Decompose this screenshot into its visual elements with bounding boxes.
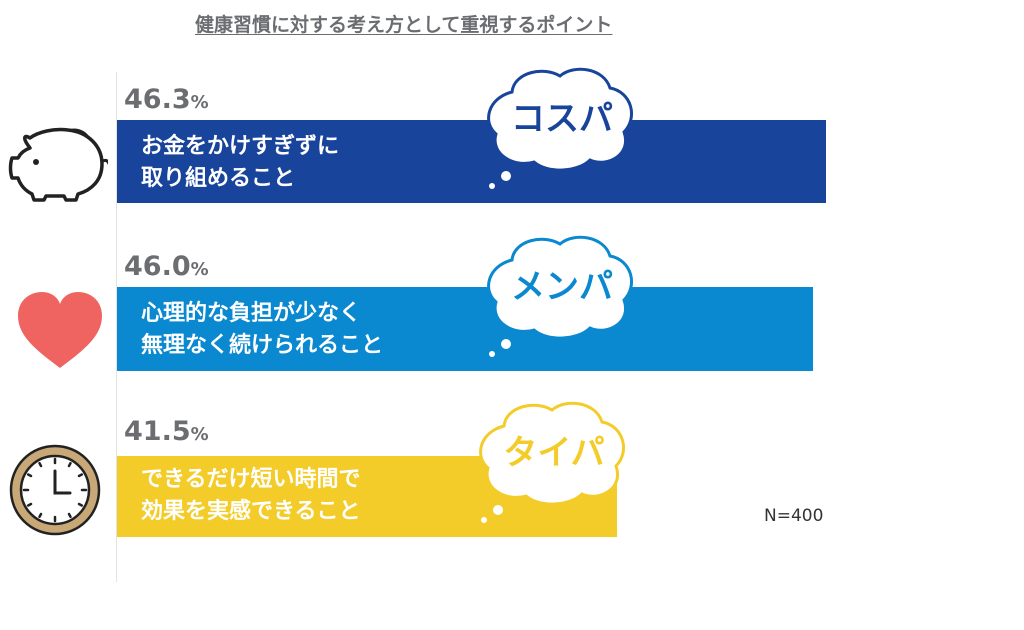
bar-cost: お金をかけすぎずに 取り組めること	[117, 120, 826, 203]
thought-bubble-time: タイパ	[474, 398, 634, 528]
bar-label: 心理的な負担が少なく 無理なく続けられること	[141, 301, 384, 358]
bubble-text: メンパ	[511, 267, 613, 307]
piggy-bank-icon	[8, 108, 111, 208]
chart-title: 健康習慣に対する考え方として重視するポイント	[195, 14, 613, 36]
heart-icon	[16, 290, 104, 374]
value-label: 41.5%	[124, 416, 209, 447]
y-axis-line	[116, 72, 117, 582]
bar-mental: 心理的な負担が少なく 無理なく続けられること	[117, 287, 813, 371]
bar-label: できるだけ短い時間で 効果を実感できること	[141, 467, 361, 524]
value-label: 46.3%	[124, 84, 209, 115]
bubble-text: タイパ	[503, 433, 605, 473]
thought-bubble-mental: メンパ	[482, 232, 642, 362]
value-label: 46.0%	[124, 251, 209, 282]
clock-icon	[8, 443, 102, 541]
bar-label: お金をかけすぎずに 取り組めること	[141, 134, 340, 191]
thought-bubble-cost: コスパ	[482, 64, 642, 194]
sample-size-label: N=400	[764, 506, 824, 526]
bubble-text: コスパ	[511, 99, 613, 139]
